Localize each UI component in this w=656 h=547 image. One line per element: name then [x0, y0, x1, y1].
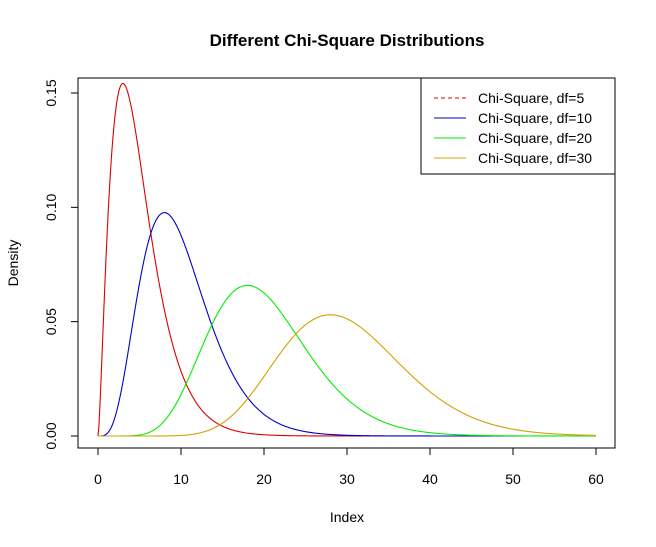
series-line-df20	[98, 284, 596, 437]
y-tick-label: 0.00	[43, 422, 59, 449]
x-tick-label: 30	[339, 471, 355, 487]
y-tick-label: 0.05	[43, 308, 59, 335]
series-line-df30	[98, 314, 597, 437]
x-tick-label: 50	[505, 471, 521, 487]
x-tick-label: 60	[588, 471, 604, 487]
chart-title: Different Chi-Square Distributions	[210, 31, 485, 50]
legend-label: Chi-Square, df=5	[478, 90, 584, 106]
series-layer	[97, 82, 597, 437]
x-tick-label: 40	[422, 471, 438, 487]
legend-label: Chi-Square, df=30	[478, 150, 592, 166]
x-tick-label: 10	[173, 471, 189, 487]
x-tick-label: 20	[256, 471, 272, 487]
y-axis-label: Density	[5, 240, 21, 287]
x-axis: 0 10 20 30 40 50 60	[94, 447, 604, 487]
legend: Chi-Square, df=5 Chi-Square, df=10 Chi-Squ…	[420, 77, 616, 175]
x-axis-label: Index	[330, 509, 364, 525]
legend-label: Chi-Square, df=10	[478, 110, 592, 126]
y-tick-label: 0.10	[43, 193, 59, 220]
legend-label: Chi-Square, df=20	[478, 130, 592, 146]
x-tick-label: 0	[94, 471, 102, 487]
series-line-df10	[98, 212, 596, 437]
y-tick-label: 0.15	[43, 79, 59, 106]
y-axis: 0.00 0.05 0.10 0.15	[43, 79, 79, 450]
